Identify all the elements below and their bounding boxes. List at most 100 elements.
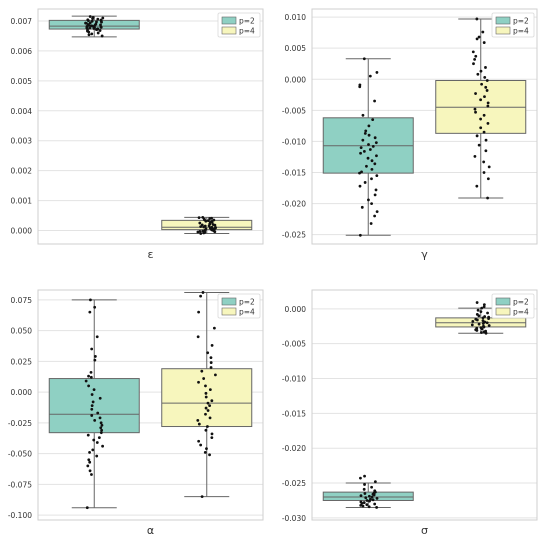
y-tick-label: 0.001 xyxy=(11,197,33,206)
data-point xyxy=(484,138,488,142)
data-point xyxy=(92,388,96,392)
data-point xyxy=(199,443,203,447)
data-point xyxy=(363,492,367,495)
data-point xyxy=(85,506,89,510)
data-point xyxy=(373,480,377,484)
y-tick-label: 0.050 xyxy=(11,327,33,336)
data-point xyxy=(93,358,97,362)
data-point xyxy=(200,495,204,499)
axes-frame xyxy=(37,289,264,521)
legend-label: p=2 xyxy=(239,17,255,26)
data-point xyxy=(98,29,102,32)
y-tick-label: 0.075 xyxy=(11,296,33,305)
data-point xyxy=(199,294,203,298)
legend-label: p=4 xyxy=(239,308,255,317)
data-point xyxy=(475,318,479,322)
data-point xyxy=(209,361,213,364)
data-point xyxy=(373,502,377,506)
data-point xyxy=(98,416,102,420)
y-tick-label: -0.075 xyxy=(8,480,32,489)
data-point xyxy=(101,16,105,20)
data-point xyxy=(368,148,372,151)
data-point xyxy=(96,411,100,415)
data-point xyxy=(363,483,366,486)
data-point xyxy=(367,143,370,146)
data-point xyxy=(208,217,212,220)
data-point xyxy=(197,380,200,384)
data-point xyxy=(472,62,475,66)
data-point xyxy=(360,501,364,505)
data-point xyxy=(482,303,486,307)
data-point xyxy=(207,224,211,228)
data-point xyxy=(88,469,92,473)
legend-swatch xyxy=(495,297,511,306)
data-point xyxy=(87,458,91,462)
box-p=2 xyxy=(48,378,140,434)
data-point xyxy=(209,366,213,369)
data-point xyxy=(92,27,96,30)
data-point xyxy=(477,322,481,326)
data-point xyxy=(367,124,371,128)
y-tick-label: 0.025 xyxy=(11,357,33,366)
data-point xyxy=(359,494,363,498)
data-point xyxy=(362,149,366,153)
data-point xyxy=(208,453,211,457)
data-point xyxy=(366,156,370,160)
data-point xyxy=(486,104,490,108)
data-point xyxy=(373,162,377,166)
data-point xyxy=(88,450,91,454)
data-point xyxy=(90,393,94,396)
y-tick-label: 0.005 xyxy=(285,44,307,53)
data-point xyxy=(204,412,207,416)
data-point xyxy=(479,69,483,73)
data-point xyxy=(362,487,366,491)
data-point xyxy=(481,322,485,325)
data-point xyxy=(475,37,479,41)
data-point xyxy=(370,485,374,489)
data-point xyxy=(485,321,489,325)
data-point xyxy=(93,355,97,358)
data-point xyxy=(475,329,479,332)
data-point xyxy=(363,474,366,478)
data-point xyxy=(483,75,487,79)
data-point xyxy=(210,436,214,439)
data-point xyxy=(371,498,375,502)
data-point xyxy=(368,74,372,78)
data-point xyxy=(197,216,201,220)
data-point xyxy=(370,159,374,163)
data-point xyxy=(485,89,489,92)
data-point xyxy=(88,310,92,314)
y-tick-label: -0.010 xyxy=(282,137,306,146)
data-point xyxy=(479,117,483,121)
data-point xyxy=(373,193,377,197)
data-point xyxy=(90,19,94,23)
data-point xyxy=(375,71,379,74)
data-point xyxy=(370,167,374,171)
data-point xyxy=(201,291,205,294)
data-point xyxy=(213,230,217,234)
data-point xyxy=(361,113,365,117)
data-point xyxy=(479,98,483,102)
data-point xyxy=(90,473,93,476)
data-point xyxy=(213,223,217,227)
data-point xyxy=(367,198,370,202)
axes-frame xyxy=(311,8,538,245)
data-point xyxy=(481,316,485,320)
data-point xyxy=(482,160,486,164)
legend-label: p=4 xyxy=(513,27,529,36)
x-axis-label: α xyxy=(147,524,154,537)
y-tick-label: 0.010 xyxy=(285,13,307,22)
data-point xyxy=(99,23,102,27)
data-point xyxy=(479,310,483,314)
data-point xyxy=(91,17,94,20)
data-point xyxy=(484,149,488,153)
panel-1: 0.000 0.001 0.002 0.003 0.004 0.005 0.006 0.007… xyxy=(11,8,264,261)
data-point xyxy=(202,377,206,380)
data-point xyxy=(361,504,365,508)
data-point xyxy=(358,171,361,175)
data-point xyxy=(95,20,98,24)
data-point xyxy=(471,50,475,54)
data-point xyxy=(370,202,373,205)
data-point xyxy=(359,146,363,150)
data-point xyxy=(88,21,92,25)
